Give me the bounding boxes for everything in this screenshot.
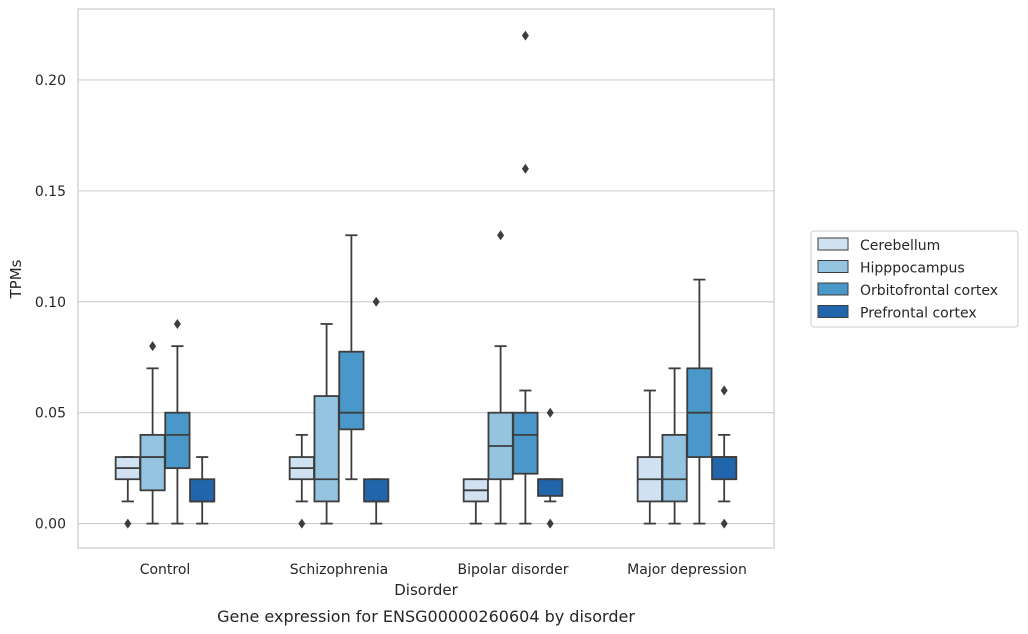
- x-tick-label: Major depression: [627, 562, 747, 578]
- box-4: [537, 407, 564, 529]
- box-3: [512, 30, 539, 525]
- legend: Cerebellum Hipppocampus Orbitofrontal cort…: [810, 230, 1019, 328]
- outlier-point: [372, 296, 380, 307]
- box-1: [462, 478, 489, 525]
- box-4: [189, 456, 216, 525]
- box-iqr: [512, 411, 539, 475]
- legend-label: Orbitofrontal cortex: [860, 283, 998, 299]
- box-1: [636, 389, 663, 525]
- box-2: [487, 230, 514, 525]
- legend-label: Prefrontal cortex: [860, 306, 977, 322]
- box-1: [114, 456, 141, 529]
- box-iqr: [711, 456, 738, 481]
- box-iqr: [313, 395, 340, 503]
- box-4: [711, 385, 738, 529]
- boxes: [114, 30, 738, 529]
- x-tick-label: Schizophrenia: [290, 562, 388, 578]
- box-iqr: [661, 433, 688, 503]
- box-3: [164, 318, 191, 525]
- y-tick-label: 0.10: [35, 295, 66, 311]
- legend-swatch: [817, 237, 849, 251]
- outlier-point: [521, 30, 529, 41]
- plot-frame: [77, 8, 775, 549]
- box-iqr: [164, 411, 191, 470]
- box-iqr: [189, 478, 216, 503]
- outlier-point: [173, 318, 181, 329]
- outlier-point: [124, 518, 132, 529]
- legend-swatch: [817, 260, 849, 273]
- y-tick-label: 0.15: [35, 184, 66, 200]
- y-axis-label: TPMs: [7, 259, 25, 299]
- outlier-point: [720, 518, 728, 529]
- y-tick-label: 0.20: [35, 73, 66, 89]
- outlier-point: [497, 230, 505, 241]
- box-4: [363, 296, 390, 525]
- box-3: [338, 234, 365, 481]
- legend-label: Hipppocampus: [860, 261, 965, 277]
- chart-caption: Gene expression for ENSG00000260604 by d…: [217, 607, 635, 626]
- gridlines: [78, 79, 774, 525]
- x-axis-label: Disorder: [394, 581, 458, 599]
- y-tick-label: 0.00: [35, 517, 66, 533]
- outlier-point: [149, 341, 157, 352]
- legend-swatch: [817, 305, 849, 318]
- legend-label: Cerebellum: [860, 238, 940, 254]
- y-tick-label: 0.05: [35, 406, 66, 422]
- box-iqr: [537, 478, 564, 497]
- box-iqr: [338, 350, 365, 431]
- outlier-point: [546, 407, 554, 418]
- legend-swatch: [817, 282, 849, 296]
- x-tick-label: Control: [140, 562, 191, 578]
- box-1: [288, 433, 315, 529]
- x-tick-label: Bipolar disorder: [457, 562, 568, 578]
- box-3: [686, 278, 713, 525]
- box-iqr: [139, 433, 166, 492]
- box-2: [313, 323, 340, 525]
- outlier-point: [720, 385, 728, 396]
- box-iqr: [363, 478, 390, 503]
- outlier-point: [521, 163, 529, 174]
- box-2: [661, 367, 688, 525]
- x-tick-labels: Control Schizophrenia Bipolar disorder Majo…: [140, 562, 747, 578]
- outlier-point: [546, 518, 554, 529]
- outlier-point: [298, 518, 306, 529]
- box-2: [139, 341, 166, 525]
- y-tick-labels: 0.00 0.05 0.10 0.15 0.20: [35, 73, 66, 533]
- legend-frame: [810, 230, 1019, 328]
